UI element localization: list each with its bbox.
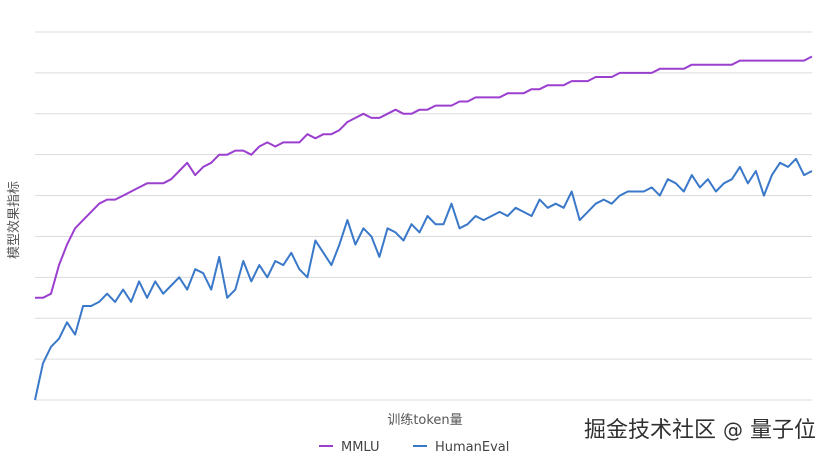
y-axis-title: 模型效果指标 [7, 181, 22, 259]
legend-label-mmlu: MMLU [341, 440, 380, 455]
series-line-humaneval [34, 157, 813, 401]
legend: MMLU HumanEval [319, 440, 509, 455]
watermark-logo: 掘金技术社区 @ 量子位 [584, 418, 816, 443]
series-layer [34, 55, 813, 401]
legend-label-humaneval: HumanEval [435, 440, 509, 455]
gridlines [35, 31, 812, 401]
series-line-mmlu [35, 55, 813, 299]
x-axis-title: 训练token量 [387, 413, 462, 428]
